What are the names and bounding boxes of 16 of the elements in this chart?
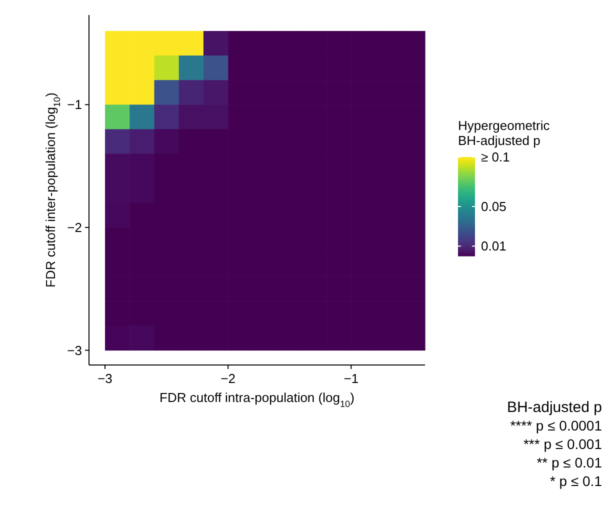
- color-bar-label: 0.01: [481, 238, 506, 254]
- legend-title: Hypergeometric BH-adjusted p: [458, 118, 550, 148]
- y-tick-label: −2: [67, 220, 82, 235]
- x-tick-label: −1: [344, 371, 359, 386]
- text: *** p ≤ 0.001: [523, 436, 602, 452]
- text: BH-adjusted p: [506, 399, 602, 416]
- x-axis-title: FDR cutoff intra-population (log$_{10}$): [160, 390, 354, 409]
- color-bar-label: 0.05: [481, 199, 506, 214]
- y-tick-label: −1: [67, 97, 82, 112]
- text: ** p ≤ 0.01: [536, 454, 602, 470]
- x-tick-label: −2: [220, 371, 236, 386]
- y-tick-label: −3: [67, 342, 82, 358]
- text: * p ≤ 0.1: [550, 473, 602, 489]
- x-tick-label: −3: [98, 371, 112, 386]
- color-bar-label: ≥ 0.1: [481, 150, 510, 164]
- text: **** p ≤ 0.0001: [510, 418, 602, 434]
